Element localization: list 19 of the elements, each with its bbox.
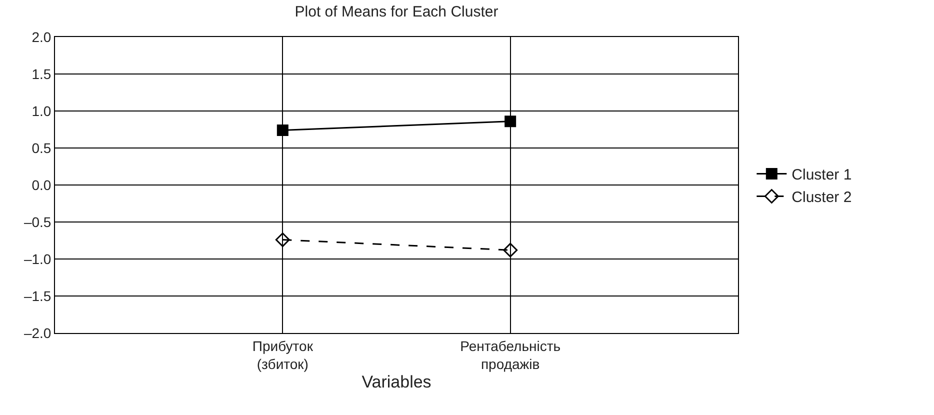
point (276, 124, 288, 136)
legend-label: Cluster 1 (792, 166, 852, 184)
x-tick-label: Рентабельність продажів (460, 338, 561, 372)
y-tick-label: 1.0 (32, 102, 52, 119)
point (504, 116, 516, 128)
y-tick-label: –0.5 (24, 214, 52, 230)
legend-label: Cluster 2 (792, 189, 852, 206)
x-axis-title: Variables (362, 372, 432, 392)
y-tick-label: –1.5 (24, 288, 52, 304)
x-tick-label: Прибуток (збиток) (252, 338, 314, 372)
y-tick-label: 2.0 (32, 28, 52, 45)
y-tick-label: 0.5 (32, 140, 52, 156)
y-tick-label: –1.0 (24, 250, 52, 267)
point (503, 242, 518, 258)
y-tick-label: –2.0 (24, 324, 52, 341)
point (275, 232, 290, 248)
y-tick-label: 1.5 (32, 66, 52, 82)
chart-title: Plot of Means for Each Cluster (294, 4, 498, 21)
y-tick-label: 0.0 (32, 176, 52, 193)
